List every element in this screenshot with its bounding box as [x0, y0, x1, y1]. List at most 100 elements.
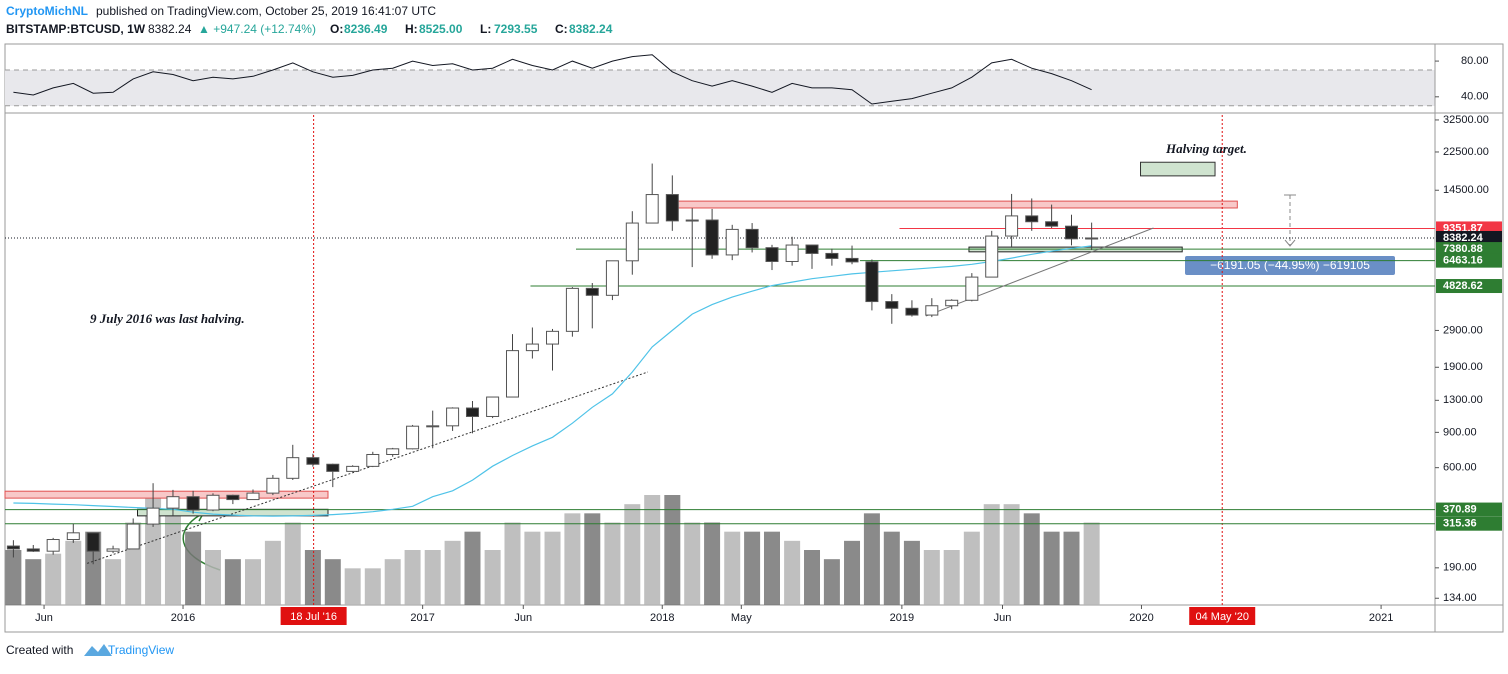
volume-bar	[65, 540, 82, 605]
candle-body	[965, 276, 979, 301]
volume-bar	[484, 550, 501, 605]
volume-bar	[584, 513, 601, 605]
y-tick-label: 22500.00	[1443, 146, 1489, 158]
volume-bar	[943, 550, 960, 605]
candle-body	[266, 477, 280, 494]
candle-body	[226, 494, 240, 501]
volume-bar	[105, 559, 122, 605]
volume-bar	[644, 495, 661, 605]
volume-bar	[224, 559, 241, 605]
published: published on TradingView.com, October 25…	[96, 4, 436, 18]
candle-body	[186, 496, 200, 511]
price-tag	[1436, 230, 1502, 245]
volume-bar	[983, 504, 1000, 605]
price-tag-label: 8382.24	[1443, 232, 1484, 244]
candle-body	[765, 247, 779, 262]
volume-bar	[624, 504, 641, 605]
y-tick-label: 1900.00	[1443, 361, 1483, 373]
candle-body	[1005, 215, 1019, 237]
volume-bar	[244, 559, 261, 605]
candle-body	[725, 228, 739, 256]
volume-bar	[883, 531, 900, 605]
zone	[1140, 161, 1216, 177]
x-tick-label: May	[731, 612, 752, 624]
candle-body	[106, 548, 120, 552]
candle-body	[46, 539, 60, 552]
candle-body	[525, 343, 539, 352]
price-tag-label: 7380.88	[1443, 243, 1483, 255]
ohlc-value: 8525.00	[419, 22, 463, 36]
rsi-band	[5, 70, 1435, 106]
ohlc-key: H:	[405, 22, 418, 36]
candle-body	[645, 194, 659, 224]
volume-bar	[823, 559, 840, 605]
volume-bar	[444, 540, 461, 605]
candle-body	[446, 407, 460, 427]
candle-body	[745, 228, 759, 249]
rsi-tick-label: 80.00	[1461, 55, 1489, 67]
volume-bar	[1063, 531, 1080, 605]
candle-body	[1085, 237, 1099, 240]
candle-body	[346, 465, 360, 472]
x-tick-label: Jun	[514, 612, 532, 624]
volume-bar	[324, 559, 341, 605]
candle-body	[1045, 221, 1059, 227]
x-tick-label: 2016	[171, 612, 195, 624]
change: ▲ +947.24 (+12.74%)	[198, 22, 316, 36]
ohlc-value: 7293.55	[494, 22, 538, 36]
y-tick-label: 1300.00	[1443, 394, 1483, 406]
price-tag	[1436, 516, 1502, 531]
volume-bar	[724, 531, 741, 605]
measure-arrow	[1284, 239, 1296, 247]
annotation: Halving target.	[1165, 141, 1247, 156]
candle-body	[625, 222, 639, 262]
candle-body	[865, 261, 879, 303]
volume-bar	[784, 540, 801, 605]
volume-bar	[923, 550, 940, 605]
candle-body	[206, 494, 220, 511]
volume-bar	[664, 495, 681, 605]
volume-bar	[504, 522, 521, 605]
trendline	[925, 227, 1154, 317]
volume-bar	[604, 522, 621, 605]
y-tick-label: 600.00	[1443, 462, 1477, 474]
last-price: 8382.24	[148, 22, 192, 36]
candle-body	[386, 448, 400, 455]
candle-body	[166, 496, 180, 509]
logo	[84, 644, 112, 656]
candle-body	[426, 425, 440, 428]
date-tag	[1189, 607, 1256, 625]
volume-bar	[25, 559, 42, 605]
candle-body	[885, 301, 899, 309]
candle-body	[605, 260, 619, 296]
volume-bar	[804, 550, 821, 605]
candle-body	[685, 219, 699, 222]
x-tick-label: 2018	[650, 612, 674, 624]
volume-bar	[564, 513, 581, 605]
candle-body	[146, 507, 160, 525]
price-tag-label: 4828.62	[1443, 280, 1483, 292]
measure-label: −6191.05 (−44.95%) −619105	[1210, 258, 1370, 272]
candle-body	[465, 407, 479, 417]
price-tag	[1436, 253, 1502, 268]
volume-bar	[424, 550, 441, 605]
candle-body	[246, 492, 260, 501]
volume-bar	[524, 531, 541, 605]
candle-body	[306, 457, 320, 465]
y-tick-label: 14500.00	[1443, 184, 1489, 196]
candle-body	[945, 299, 959, 307]
footer-brand[interactable]: TradingView	[108, 643, 174, 657]
candle-body	[546, 330, 560, 345]
volume-bar	[763, 531, 780, 605]
price-tag-label: 315.36	[1443, 518, 1477, 530]
ohlc-value: 8236.49	[344, 22, 388, 36]
date-tag-label: 18 Jul '16	[290, 611, 337, 623]
y-tick-label: 190.00	[1443, 562, 1477, 574]
zone	[672, 200, 1238, 209]
candle-body	[126, 523, 140, 550]
author[interactable]: CryptoMichNL	[6, 4, 88, 18]
volume-bar	[844, 540, 861, 605]
x-tick-label: Jun	[35, 612, 53, 624]
volume-bar	[45, 553, 62, 605]
